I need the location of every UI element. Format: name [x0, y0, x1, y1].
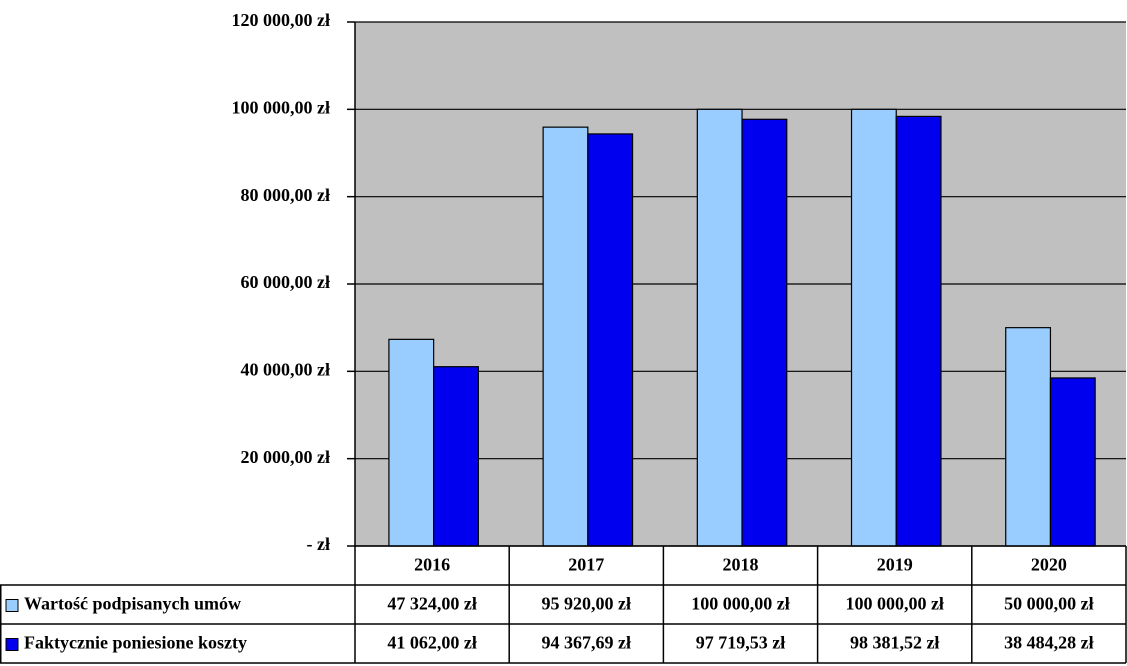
data-table-value: 97 719,53 zł [696, 633, 786, 653]
y-tick-label: - zł [307, 534, 330, 554]
bar [542, 126, 589, 547]
x-tick-label: 2020 [1031, 555, 1067, 575]
bar [1049, 377, 1096, 547]
bar [433, 366, 479, 547]
bar [388, 338, 435, 547]
y-tick-label: 40 000,00 zł [241, 359, 331, 379]
y-tick-label: 100 000,00 zł [232, 97, 331, 117]
data-table-value: 47 324,00 zł [387, 594, 477, 614]
data-table-value: 50 000,00 zł [1004, 594, 1094, 614]
bar [850, 108, 897, 547]
y-tick-label: 80 000,00 zł [241, 185, 331, 205]
bar [1005, 327, 1052, 547]
bar [696, 108, 743, 547]
data-table-value: 38 484,28 zł [1004, 633, 1094, 653]
legend-label: Wartość podpisanych umów [24, 594, 241, 614]
legend-swatch [5, 638, 19, 651]
bar [741, 118, 788, 547]
x-tick-label: 2018 [723, 555, 759, 575]
x-tick-label: 2016 [414, 555, 450, 575]
data-table-value: 98 381,52 zł [850, 633, 940, 653]
legend-label: Faktycznie poniesione koszty [24, 633, 247, 653]
data-table-value: 100 000,00 zł [691, 594, 790, 614]
y-tick-label: 120 000,00 zł [232, 10, 331, 30]
bar [895, 115, 942, 547]
data-table-value: 41 062,00 zł [387, 633, 477, 653]
data-table-value: 94 367,69 zł [542, 633, 632, 653]
x-tick-label: 2019 [877, 555, 913, 575]
data-table-value: 95 920,00 zł [542, 594, 632, 614]
legend-swatch [5, 599, 19, 612]
bar [587, 133, 634, 547]
y-tick-label: 60 000,00 zł [241, 272, 331, 292]
data-table-value: 100 000,00 zł [845, 594, 944, 614]
y-tick-label: 20 000,00 zł [241, 447, 331, 467]
x-tick-label: 2017 [568, 555, 604, 575]
